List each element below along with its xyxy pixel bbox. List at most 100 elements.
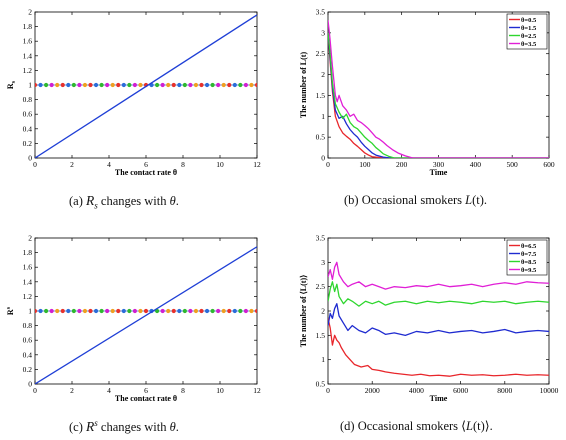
x-tick-label: 500 (507, 160, 519, 169)
y-tick-label: 2.5 (316, 49, 326, 58)
reference-dot (66, 308, 71, 314)
y-tick-label: 3.5 (316, 8, 326, 17)
y-tick-label: 0.6 (23, 336, 33, 345)
reference-dot (199, 308, 204, 314)
caption-label: (c) (69, 420, 83, 435)
legend: θ=6.5θ=7.5θ=8.5θ=9.5 (506, 239, 548, 276)
reference-dot (49, 308, 54, 314)
reference-dot (243, 82, 248, 88)
reference-dot (93, 308, 99, 314)
caption-open: ⟨ (461, 419, 467, 433)
reference-dot (44, 308, 49, 314)
y-axis-label: Rs (6, 306, 15, 315)
reference-dot (182, 82, 187, 88)
y-axis-label-main: R (6, 309, 15, 315)
y-axis-label: Rs (6, 80, 17, 89)
plot-data (35, 14, 257, 158)
caption-d: (d) Occasional smokers ⟨L(t)⟩. (340, 418, 493, 434)
reference-dot (77, 82, 82, 88)
caption-c: (c) Rs changes with θ. (69, 418, 179, 435)
caption-end: . (175, 420, 179, 435)
reference-dot (254, 308, 257, 314)
x-tick-label: 4000 (409, 386, 424, 395)
legend-label: θ=3.5 (521, 41, 537, 48)
y-tick-label: 1 (28, 81, 32, 90)
reference-dot (160, 82, 165, 88)
series-line-1 (35, 14, 257, 158)
y-tick-label: 2 (321, 70, 325, 79)
plot-data (35, 246, 257, 384)
caption-var: L (466, 419, 473, 433)
x-tick-label: 0 (33, 386, 37, 395)
caption-var: L (465, 193, 473, 207)
reference-dot (155, 82, 160, 88)
x-tick-label: 4 (107, 160, 111, 169)
reference-dot (35, 308, 38, 314)
reference-dot (221, 308, 226, 314)
caption-a: (a) Rs changes with θ. (69, 193, 179, 211)
y-tick-label: 1 (321, 112, 325, 121)
reference-dot (105, 308, 110, 314)
x-tick-label: 4 (107, 386, 111, 395)
y-tick-label: 1 (321, 355, 325, 364)
x-tick-label: 8000 (497, 386, 512, 395)
x-tick-label: 2 (70, 160, 74, 169)
chart-c: 0 2 4 6 8 10 12 0 0.2 0.4 0.6 0.8 1 1.2 1.4 1.6 1.8 2 The … (6, 234, 261, 404)
chart-b: 0 100 200 300 400 500 600 0 0.5 1 1.5 2 2.5 3 3.5 Time T… (299, 8, 555, 178)
reference-dot (221, 82, 226, 88)
legend-label: θ=0.5 (521, 17, 537, 24)
y-tick-label: 2.5 (316, 282, 326, 291)
reference-dot (177, 308, 182, 314)
x-tick-label: 8 (181, 386, 185, 395)
caption-end: (t). (472, 193, 488, 207)
reference-dot (160, 308, 165, 314)
reference-dot (182, 308, 187, 314)
x-tick-label: 6 (144, 160, 148, 169)
caption-end: (t)⟩. (473, 419, 493, 433)
y-tick-label: 0.4 (23, 350, 33, 359)
x-tick-label: 12 (253, 160, 261, 169)
y-tick-label: 2 (28, 8, 32, 17)
reference-dot (143, 308, 149, 314)
y-tick-label: 3.5 (316, 234, 326, 243)
reference-dot (243, 308, 248, 314)
x-tick-label: 6000 (453, 386, 468, 395)
reference-dot (199, 82, 204, 88)
caption-text: Occasional smokers (361, 193, 463, 207)
reference-dot (204, 82, 210, 88)
reference-dot (38, 308, 43, 314)
caption-var: θ (169, 194, 176, 208)
y-tick-label: 1.5 (316, 331, 326, 340)
x-axis-label: Time (430, 168, 448, 177)
reference-dot (110, 82, 115, 88)
reference-dot (177, 82, 182, 88)
reference-dot (227, 308, 232, 314)
caption-var: θ (169, 420, 176, 435)
series-line-2 (328, 32, 549, 158)
caption-text: changes with (100, 194, 167, 208)
x-tick-label: 12 (253, 386, 261, 395)
reference-dot (60, 308, 65, 314)
legend-label: θ=7.5 (521, 251, 537, 258)
y-tick-label: 0.6 (23, 110, 33, 119)
y-tick-label: 0 (28, 380, 32, 389)
caption-end: . (175, 194, 179, 208)
y-tick-label: 0.5 (316, 133, 326, 142)
reference-dot (204, 308, 210, 314)
y-tick-label: 1.4 (23, 51, 33, 60)
series-line-3 (328, 32, 549, 158)
x-tick-label: 10 (216, 160, 224, 169)
reference-dot (188, 82, 193, 88)
caption-symbol: R (86, 193, 95, 208)
y-axis-label: The number of ⟨L(t)⟩ (299, 275, 308, 348)
legend-label: θ=6.5 (521, 243, 537, 250)
reference-dot (166, 308, 171, 314)
reference-dot (132, 308, 137, 314)
reference-dot (44, 82, 49, 88)
x-axis-label: Time (430, 394, 448, 403)
y-tick-label: 0.5 (316, 380, 326, 389)
y-tick-label: 1.6 (23, 37, 33, 46)
y-tick-label: 1.8 (23, 22, 33, 31)
reference-dot (82, 82, 88, 88)
